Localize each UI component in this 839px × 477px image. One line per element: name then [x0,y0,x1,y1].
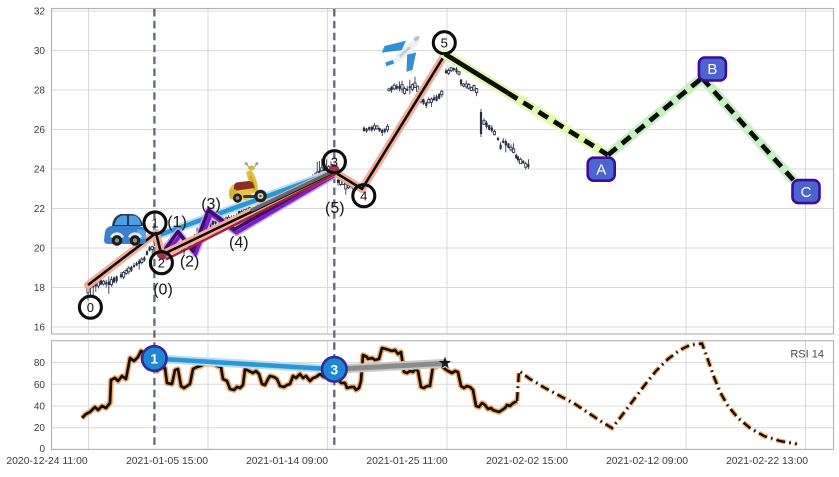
svg-text:16: 16 [34,323,46,334]
svg-text:1: 1 [151,216,158,231]
svg-text:22: 22 [34,204,46,215]
svg-text:20: 20 [34,244,46,255]
svg-text:(5): (5) [325,200,345,217]
svg-text:0: 0 [39,444,45,455]
svg-text:A: A [596,161,606,178]
svg-text:2021-01-05 15:00: 2021-01-05 15:00 [126,456,208,467]
svg-text:32: 32 [34,7,46,18]
svg-text:20: 20 [34,423,46,434]
svg-text:60: 60 [34,380,46,391]
svg-text:3: 3 [330,361,338,377]
svg-text:28: 28 [34,86,46,97]
svg-text:2021-02-12 09:00: 2021-02-12 09:00 [606,456,688,467]
svg-text:(3): (3) [201,196,221,213]
svg-text:C: C [801,184,812,201]
svg-text:(1): (1) [167,214,187,231]
svg-text:B: B [707,61,717,78]
svg-text:(0): (0) [153,282,173,299]
svg-text:18: 18 [34,283,46,294]
svg-text:80: 80 [34,358,46,369]
svg-text:2020-12-24 11:00: 2020-12-24 11:00 [6,456,87,467]
svg-text:2021-01-25 11:00: 2021-01-25 11:00 [366,456,447,467]
svg-text:2021-02-22 13:00: 2021-02-22 13:00 [726,456,808,467]
svg-text:3: 3 [331,154,338,169]
svg-text:0: 0 [87,300,94,315]
svg-text:26: 26 [34,125,46,136]
svg-text:2: 2 [158,255,165,270]
svg-text:(4): (4) [229,235,249,252]
svg-text:2021-02-02 15:00: 2021-02-02 15:00 [486,456,568,467]
svg-text:5: 5 [441,35,448,50]
svg-text:(2): (2) [180,254,200,271]
svg-text:RSI 14: RSI 14 [790,349,824,361]
svg-text:24: 24 [34,165,46,176]
svg-text:4: 4 [360,188,367,203]
svg-text:30: 30 [34,46,46,57]
svg-text:2021-01-14 09:00: 2021-01-14 09:00 [246,456,328,467]
svg-text:40: 40 [34,402,46,413]
svg-text:1: 1 [150,351,158,367]
